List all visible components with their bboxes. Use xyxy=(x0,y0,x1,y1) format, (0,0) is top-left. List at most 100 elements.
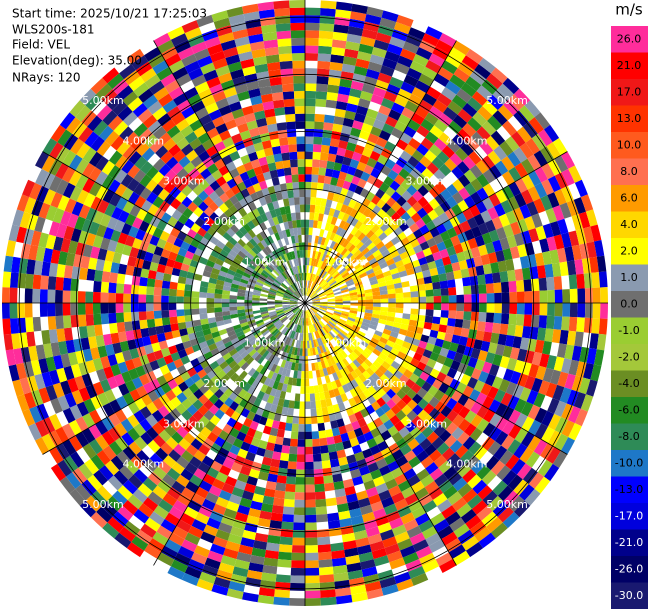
radar-cell xyxy=(274,299,283,302)
radar-cell xyxy=(469,427,483,442)
radar-cell xyxy=(289,276,295,284)
radar-cell xyxy=(133,423,147,437)
radar-cell xyxy=(477,485,493,501)
radar-cell xyxy=(328,145,339,155)
radar-cell xyxy=(549,369,562,385)
radar-cell xyxy=(552,137,568,156)
radar-cell xyxy=(41,261,51,277)
radar-cell xyxy=(121,432,135,447)
radar-cell xyxy=(372,348,382,357)
radar-cell xyxy=(122,500,139,515)
radar-cell xyxy=(151,422,165,435)
radar-cell xyxy=(331,328,339,336)
radar-cell xyxy=(501,420,515,436)
radar-cell xyxy=(292,293,300,299)
radar-cell xyxy=(267,295,276,299)
radar-cell xyxy=(354,211,363,221)
radar-cell xyxy=(341,288,349,294)
radar-cell xyxy=(262,247,270,256)
radar-cell xyxy=(88,336,98,349)
radar-cell xyxy=(283,306,291,311)
radar-cell xyxy=(300,288,304,296)
radar-cell xyxy=(311,431,320,440)
radar-cell xyxy=(223,46,239,59)
radar-cell xyxy=(319,15,336,25)
radar-cell xyxy=(280,359,287,368)
radar-cell xyxy=(103,366,115,380)
radar-cell xyxy=(403,369,413,379)
radar-cell xyxy=(242,3,259,15)
radar-cell xyxy=(374,253,384,262)
radar-cell xyxy=(209,236,220,246)
radar-cell xyxy=(221,112,235,124)
radar-cell xyxy=(444,263,454,274)
spoke xyxy=(42,151,306,304)
radar-cell xyxy=(367,211,377,221)
radar-cell xyxy=(513,359,525,374)
radar-cell xyxy=(156,66,173,81)
radar-cell xyxy=(248,88,261,99)
radar-cell xyxy=(439,280,449,289)
radar-cell xyxy=(378,281,387,288)
radar-cell xyxy=(305,22,320,31)
radar-cell xyxy=(210,249,220,259)
radar-cell xyxy=(514,178,528,193)
radar-cell xyxy=(204,36,221,49)
radar-cell xyxy=(282,304,291,307)
radar-cell xyxy=(181,487,196,500)
radar-cell xyxy=(322,326,329,334)
radar-cell xyxy=(322,383,329,392)
radar-cell xyxy=(379,373,390,384)
radar-cell xyxy=(292,537,305,546)
radar-cell xyxy=(547,289,555,303)
radar-cell xyxy=(122,145,137,160)
radar-cell xyxy=(65,472,82,489)
radar-cell xyxy=(440,188,453,201)
radar-cell xyxy=(310,324,315,333)
radar-cell xyxy=(310,307,318,313)
radar-cell xyxy=(85,207,98,222)
radar-cell xyxy=(315,400,322,409)
radar-cell xyxy=(276,475,287,484)
radar-cell xyxy=(358,223,367,233)
radar-cell xyxy=(366,376,376,386)
radar-cell xyxy=(300,378,305,387)
radar-cell xyxy=(449,153,463,167)
radar-cell xyxy=(389,180,401,192)
radar-cell xyxy=(336,418,345,428)
radar-cell xyxy=(259,348,267,356)
radar-cell xyxy=(328,184,337,194)
radar-cell xyxy=(181,173,194,186)
radar-cell xyxy=(589,333,599,350)
radar-cell xyxy=(478,370,489,384)
radar-cell xyxy=(63,133,79,151)
radar-cell xyxy=(310,400,317,409)
radar-cell xyxy=(244,308,253,313)
radar-cell xyxy=(561,185,574,203)
radar-cell xyxy=(409,373,420,384)
radar-cell xyxy=(191,303,200,309)
radar-cell xyxy=(326,247,333,256)
radar-cell xyxy=(202,328,212,336)
radar-cell xyxy=(305,348,308,357)
radar-cell xyxy=(282,298,291,301)
radar-cell xyxy=(310,197,317,206)
radar-cell xyxy=(311,305,320,310)
radar-cell xyxy=(406,388,417,400)
radar-cell xyxy=(533,150,548,167)
radar-cell xyxy=(184,131,198,144)
radar-cell xyxy=(497,83,514,100)
radar-cell xyxy=(416,173,429,186)
radar-cell xyxy=(28,345,39,362)
radar-cell xyxy=(208,201,219,212)
radar-cell xyxy=(476,126,491,141)
radar-cell xyxy=(354,376,363,386)
radar-cell xyxy=(453,269,463,280)
radar-cell xyxy=(445,511,461,526)
radar-cell xyxy=(195,162,208,174)
radar-cell xyxy=(420,334,430,343)
radar-cell xyxy=(183,308,192,316)
radar-cell xyxy=(458,174,471,188)
radar-cell xyxy=(95,258,105,272)
radar-cell xyxy=(175,342,185,352)
